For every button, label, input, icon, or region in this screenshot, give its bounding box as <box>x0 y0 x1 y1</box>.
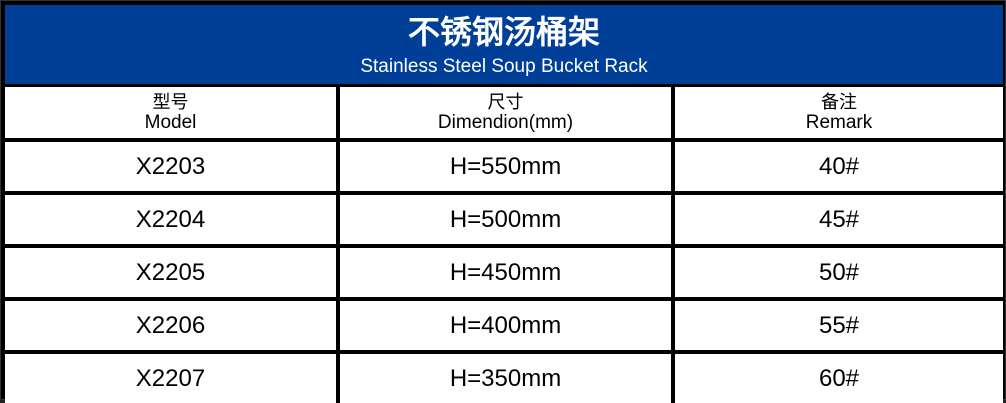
header-remark: 备注 Remark <box>671 87 1003 138</box>
table-row: X2206 H=400mm 55# <box>5 297 1003 350</box>
size-cell: H=450mm <box>336 244 671 297</box>
header-size-cn: 尺寸 <box>487 91 524 113</box>
size-cell: H=350mm <box>336 350 671 403</box>
header-model: 型号 Model <box>5 87 336 138</box>
model-cell: X2205 <box>5 244 336 297</box>
model-cell: X2204 <box>5 191 336 244</box>
model-cell: X2207 <box>5 350 336 403</box>
size-cell: H=400mm <box>336 297 671 350</box>
remark-cell: 40# <box>671 138 1003 191</box>
model-cell: X2203 <box>5 138 336 191</box>
header-model-cn: 型号 <box>152 91 189 113</box>
title-en: Stainless Steel Soup Bucket Rack <box>360 56 648 77</box>
remark-cell: 55# <box>671 297 1003 350</box>
table-row: X2207 H=350mm 60# <box>5 350 1003 403</box>
header-remark-cn: 备注 <box>821 91 857 113</box>
title-banner: 不锈钢汤桶架 Stainless Steel Soup Bucket Rack <box>5 5 1003 84</box>
header-row: 型号 Model 尺寸 Dimendion(mm) 备注 Remark <box>5 87 1003 138</box>
table-row: X2204 H=500mm 45# <box>5 191 1003 244</box>
header-remark-en: Remark <box>805 111 873 133</box>
header-size-en: Dimendion(mm) <box>437 111 574 133</box>
remark-cell: 45# <box>671 191 1003 244</box>
header-size: 尺寸 Dimendion(mm) <box>336 87 671 138</box>
table-row: X2205 H=450mm 50# <box>5 244 1003 297</box>
table-row: X2203 H=550mm 40# <box>5 138 1003 191</box>
remark-cell: 50# <box>671 244 1003 297</box>
remark-cell: 60# <box>671 350 1003 403</box>
header-model-en: Model <box>144 111 197 133</box>
model-cell: X2206 <box>5 297 336 350</box>
size-cell: H=550mm <box>336 138 671 191</box>
title-cn: 不锈钢汤桶架 <box>407 13 600 51</box>
size-cell: H=500mm <box>336 191 671 244</box>
spec-table: 型号 Model 尺寸 Dimendion(mm) 备注 Remark X2203 H=… <box>5 87 1003 403</box>
